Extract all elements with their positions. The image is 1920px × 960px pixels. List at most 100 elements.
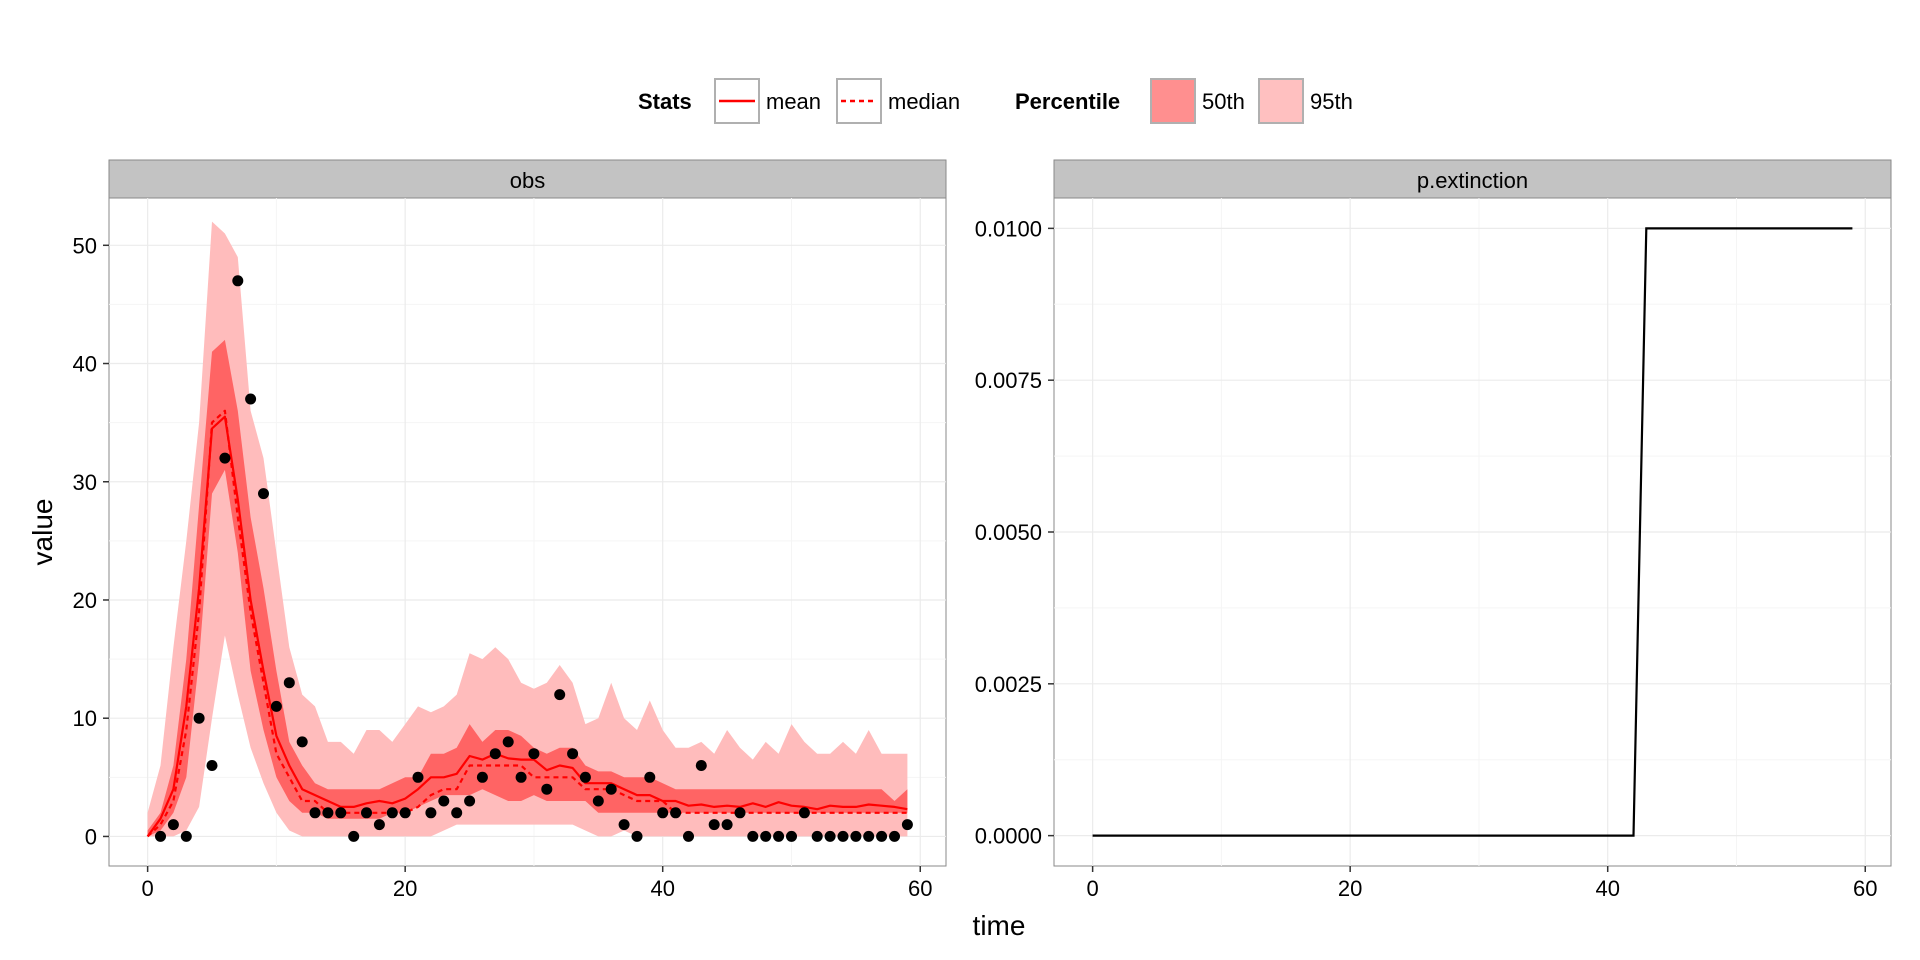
data-point xyxy=(541,783,553,795)
data-point xyxy=(232,275,244,287)
legend-95th-label: 95th xyxy=(1310,89,1353,114)
legend-percentile-title: Percentile xyxy=(1015,89,1120,114)
x-tick-label: 0 xyxy=(1087,876,1099,901)
panel-p-extinction-lines xyxy=(1092,227,1853,837)
data-point xyxy=(683,830,694,842)
y-tick-label: 50 xyxy=(73,233,97,258)
data-point xyxy=(515,771,527,783)
legend-stats-title: Stats xyxy=(638,89,692,114)
panel-obs-strip-label: obs xyxy=(510,168,545,193)
data-point xyxy=(631,830,643,842)
data-point xyxy=(167,819,179,831)
data-point xyxy=(824,830,836,842)
data-point xyxy=(901,819,913,831)
series-mean-line xyxy=(146,415,908,838)
data-point xyxy=(592,795,604,807)
panel-p-extinction-strip-label: p.extinction xyxy=(1417,168,1528,193)
x-tick-label: 60 xyxy=(1853,876,1877,901)
series-p-extinction-line xyxy=(1092,227,1853,837)
data-point xyxy=(399,807,411,819)
data-point xyxy=(438,795,450,807)
data-point xyxy=(245,393,257,405)
data-point xyxy=(528,748,540,760)
data-point xyxy=(180,830,192,842)
data-point xyxy=(786,830,797,842)
data-point xyxy=(889,830,900,842)
data-point xyxy=(373,819,385,831)
y-tick-label: 0.0075 xyxy=(975,368,1042,393)
panel-obs: obs 0 20 40 60 0 10 20 30 40 50 xyxy=(73,159,947,901)
data-point xyxy=(425,807,437,819)
data-point xyxy=(296,736,308,748)
data-point xyxy=(773,830,785,842)
y-tick-label: 0.0000 xyxy=(975,824,1042,849)
y-axis-title: value xyxy=(27,499,58,566)
panel-obs-lines xyxy=(146,409,908,838)
x-tick-label: 40 xyxy=(650,876,674,901)
data-point xyxy=(386,807,398,819)
data-point xyxy=(644,771,656,783)
panel-obs-bands xyxy=(147,221,908,837)
data-point xyxy=(567,748,579,760)
y-tick-label: 40 xyxy=(73,352,97,377)
x-tick-label: 20 xyxy=(393,876,417,901)
panel-p-extinction-x-axis: 0 20 40 60 xyxy=(1087,866,1877,901)
y-tick-label: 0 xyxy=(85,824,97,849)
x-axis-title: time xyxy=(973,910,1026,941)
data-point xyxy=(361,807,372,819)
data-point xyxy=(489,748,501,760)
y-tick-label: 30 xyxy=(73,470,97,495)
legend: Stats mean median Percentile 50th 95th xyxy=(638,78,1353,124)
band-95th xyxy=(147,221,908,837)
y-tick-label: 20 xyxy=(73,588,97,613)
data-point xyxy=(322,807,334,819)
data-point xyxy=(283,677,295,689)
panel-p-extinction: p.extinction 0 20 40 60 0.00000.00250.00500… xyxy=(975,159,1892,901)
data-point xyxy=(760,830,772,842)
y-tick-label: 0.0025 xyxy=(975,672,1042,697)
data-point xyxy=(747,830,759,842)
data-point xyxy=(695,760,707,771)
data-point xyxy=(850,830,862,842)
y-tick-label: 0.0050 xyxy=(975,520,1042,545)
data-point xyxy=(670,807,682,819)
legend-median-label: median xyxy=(888,89,960,114)
data-point xyxy=(502,736,514,748)
data-point xyxy=(721,819,733,831)
data-point xyxy=(837,830,849,842)
data-point xyxy=(605,783,617,795)
data-point xyxy=(876,830,888,842)
panel-obs-points xyxy=(155,275,913,842)
data-point xyxy=(451,807,463,819)
panel-obs-y-axis: 0 10 20 30 40 50 xyxy=(73,233,109,849)
data-point xyxy=(798,807,810,819)
data-point xyxy=(219,452,231,464)
legend-mean-label: mean xyxy=(766,89,821,114)
data-point xyxy=(657,807,669,819)
x-tick-label: 40 xyxy=(1595,876,1619,901)
data-point xyxy=(708,819,720,831)
x-tick-label: 0 xyxy=(142,876,154,901)
data-point xyxy=(258,488,269,500)
data-point xyxy=(348,830,360,842)
band-50th xyxy=(147,339,908,837)
data-point xyxy=(270,700,282,712)
data-point xyxy=(579,771,591,783)
data-point xyxy=(618,819,630,831)
legend-50th-label: 50th xyxy=(1202,89,1245,114)
panel-obs-strip xyxy=(108,159,947,199)
panel-p-extinction-strip xyxy=(1053,159,1892,199)
data-point xyxy=(193,712,205,724)
y-tick-label: 0.0100 xyxy=(975,216,1042,241)
x-tick-label: 60 xyxy=(908,876,932,901)
data-point xyxy=(734,807,746,819)
data-point xyxy=(309,807,321,819)
data-point xyxy=(811,830,823,842)
data-point xyxy=(335,807,347,819)
data-point xyxy=(554,689,566,701)
data-point xyxy=(476,771,488,783)
data-point xyxy=(863,830,875,842)
data-point xyxy=(464,795,476,807)
panel-obs-x-axis: 0 20 40 60 xyxy=(142,866,932,901)
